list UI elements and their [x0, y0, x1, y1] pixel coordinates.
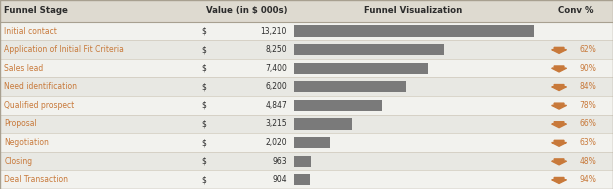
Text: Value (in $ 000s): Value (in $ 000s) [207, 6, 287, 15]
Text: $: $ [201, 175, 206, 184]
Text: 66%: 66% [579, 119, 596, 129]
Text: 8,250: 8,250 [265, 45, 287, 54]
Bar [294, 63, 428, 74]
Bar [294, 26, 534, 37]
Text: 13,210: 13,210 [261, 26, 287, 36]
Text: 78%: 78% [579, 101, 596, 110]
Bar [294, 118, 352, 129]
Text: 963: 963 [272, 157, 287, 166]
Bar [0, 77, 613, 96]
Bar [294, 174, 310, 185]
Text: Deal Transaction: Deal Transaction [4, 175, 68, 184]
Text: $: $ [201, 64, 206, 73]
Text: $: $ [201, 157, 206, 166]
Polygon shape [552, 177, 566, 183]
Text: 6,200: 6,200 [265, 82, 287, 91]
Polygon shape [552, 47, 566, 53]
Polygon shape [552, 66, 566, 72]
Polygon shape [552, 159, 566, 165]
Text: Proposal: Proposal [4, 119, 37, 129]
Bar [0, 0, 613, 22]
Text: $: $ [201, 138, 206, 147]
Text: 62%: 62% [579, 45, 596, 54]
Bar [0, 59, 613, 77]
Polygon shape [552, 140, 566, 146]
Text: Qualified prospect: Qualified prospect [4, 101, 75, 110]
Bar [294, 100, 382, 111]
Bar [294, 81, 406, 92]
Text: $: $ [201, 119, 206, 129]
Text: Closing: Closing [4, 157, 32, 166]
Text: 63%: 63% [579, 138, 596, 147]
Polygon shape [552, 122, 566, 128]
Text: Funnel Stage: Funnel Stage [4, 6, 68, 15]
Bar [0, 115, 613, 133]
Text: 2,020: 2,020 [265, 138, 287, 147]
Text: Negotiation: Negotiation [4, 138, 49, 147]
Bar [0, 22, 613, 40]
Bar [0, 152, 613, 170]
Bar [294, 137, 330, 148]
Text: $: $ [201, 82, 206, 91]
Text: 3,215: 3,215 [265, 119, 287, 129]
Text: Initial contact: Initial contact [4, 26, 57, 36]
Text: 90%: 90% [579, 64, 596, 73]
Polygon shape [552, 84, 566, 91]
Text: $: $ [201, 45, 206, 54]
Text: Sales lead: Sales lead [4, 64, 44, 73]
Text: Funnel Visualization: Funnel Visualization [364, 6, 462, 15]
Text: 94%: 94% [579, 175, 596, 184]
Text: Need identification: Need identification [4, 82, 77, 91]
Polygon shape [552, 103, 566, 109]
Text: 904: 904 [272, 175, 287, 184]
Text: Conv %: Conv % [558, 6, 594, 15]
Bar [0, 133, 613, 152]
Bar [294, 156, 311, 167]
Text: $: $ [201, 101, 206, 110]
Bar [0, 96, 613, 115]
Text: 7,400: 7,400 [265, 64, 287, 73]
Bar [0, 40, 613, 59]
Text: $: $ [201, 26, 206, 36]
Text: 48%: 48% [579, 157, 596, 166]
Text: 84%: 84% [579, 82, 596, 91]
Bar [0, 170, 613, 189]
Text: Application of Initial Fit Criteria: Application of Initial Fit Criteria [4, 45, 124, 54]
Text: 4,847: 4,847 [265, 101, 287, 110]
Bar [294, 44, 444, 55]
